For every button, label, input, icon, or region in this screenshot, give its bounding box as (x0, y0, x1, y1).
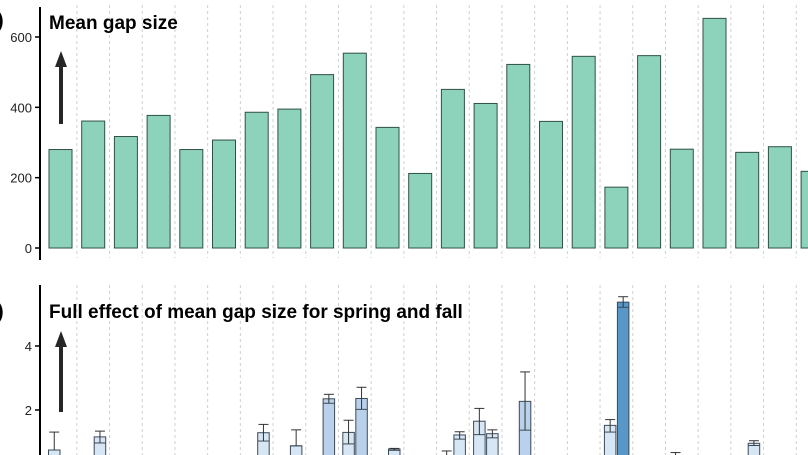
top-y-tick-label: 200 (10, 171, 32, 186)
top-bar (408, 172, 433, 249)
top-bar (113, 136, 138, 249)
top-bar (571, 55, 596, 249)
bottom-bar-group (355, 386, 368, 455)
bottom-bar-group (486, 429, 499, 455)
top-bar (244, 111, 269, 249)
top-bar (146, 114, 171, 249)
top-bar (342, 52, 367, 249)
bottom-bar-group (289, 429, 303, 455)
top-y-tick-label: 600 (10, 30, 32, 45)
top-bar (48, 149, 73, 249)
top-bar (735, 151, 760, 249)
top-bar (310, 74, 335, 249)
bottom-bar-group (48, 431, 61, 455)
top-bar (277, 108, 302, 249)
bottom-bar-group (93, 430, 107, 455)
top-up-arrow-icon (55, 51, 67, 124)
top-bar (81, 120, 106, 249)
bottom-bar-group (441, 450, 452, 455)
top-bar (604, 186, 629, 249)
top-bar (440, 88, 465, 249)
top-panel-label: ) (0, 10, 4, 32)
top-bar (637, 55, 662, 249)
bottom-bar (616, 301, 630, 455)
bottom-bar-group (342, 419, 355, 455)
top-bar (506, 63, 531, 249)
top-bar (800, 170, 808, 249)
bottom-panel-label: ) (0, 301, 4, 323)
bottom-y-tick-label: 4 (25, 339, 32, 354)
bottom-bar-group (616, 296, 630, 455)
bottom-bar-group (473, 407, 486, 455)
bottom-panel-title: Full effect of mean gap size for spring … (49, 302, 463, 323)
top-bar (669, 148, 694, 249)
bottom-bar-group (747, 440, 761, 455)
bottom-bar (48, 449, 61, 455)
bottom-y-tick-label: 2 (25, 403, 32, 418)
top-y-tick-label: 0 (25, 241, 32, 256)
bottom-bar-group (603, 419, 617, 455)
top-bar (473, 102, 498, 249)
top-bar (767, 146, 792, 249)
bottom-bar (289, 445, 303, 455)
top-panel-title: Mean gap size (49, 13, 178, 34)
bottom-bar-group (257, 423, 270, 455)
top-bar (212, 139, 236, 249)
top-bar (702, 17, 727, 249)
top-bar (539, 120, 563, 249)
bottom-bar-group (670, 452, 681, 455)
top-bar (179, 149, 204, 249)
bottom-bar-group (322, 393, 336, 455)
bottom-bar-group (518, 371, 532, 455)
bottom-up-arrow-icon (55, 331, 67, 412)
top-bar (375, 126, 400, 249)
bottom-bar-group (453, 431, 466, 455)
bottom-bar-group (388, 447, 401, 455)
bottom-bar (322, 398, 336, 455)
top-y-tick-label: 400 (10, 100, 32, 115)
